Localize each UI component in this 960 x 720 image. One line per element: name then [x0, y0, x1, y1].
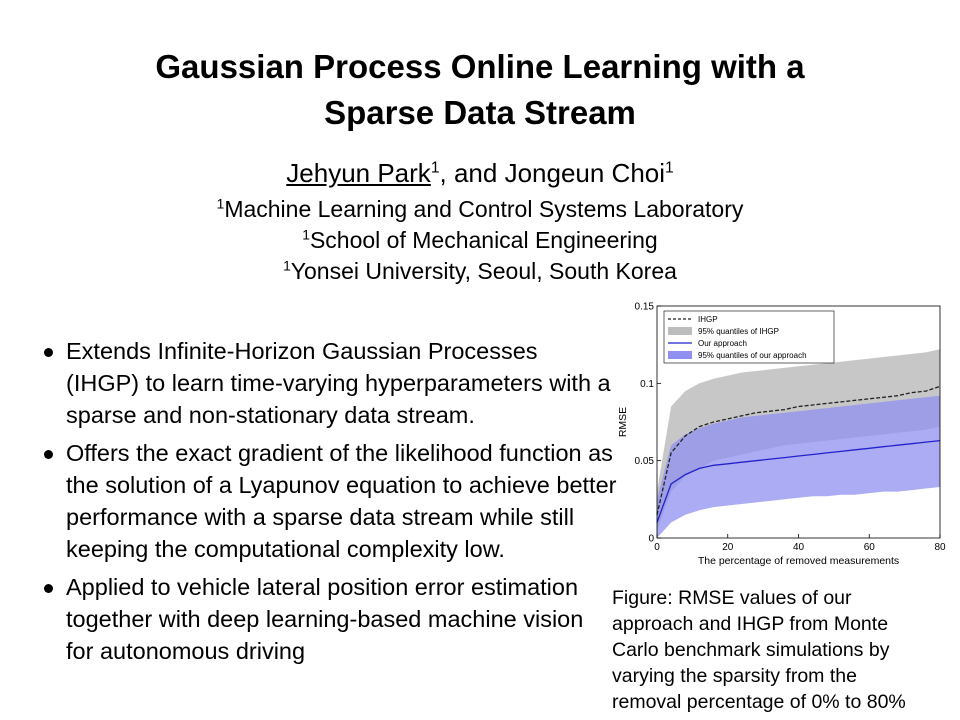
legend-label: 95% quantiles of IHGP [698, 327, 779, 336]
x-tick-label: 60 [864, 542, 876, 553]
legend-label: IHGP [698, 315, 718, 324]
bullet-item: Offers the exact gradient of the likelih… [42, 437, 617, 565]
caption-line: approach and IHGP from Monte [612, 613, 889, 635]
x-tick-label: 40 [793, 542, 805, 553]
affiliation-mark: 1 [216, 196, 225, 212]
our-approach-line [656, 439, 941, 523]
author-2-affil-mark: 1 [665, 159, 674, 177]
author-separator: , and [439, 158, 505, 188]
poster-title: Gaussian Process Online Learning with a … [0, 44, 960, 136]
caption-line: removal percentage of 0% to 80% [612, 691, 906, 713]
bullet-dot-icon [44, 584, 53, 593]
bullet-list: Extends Infinite-Horizon Gaussian Proces… [42, 335, 617, 673]
bullet-dot-icon [44, 450, 53, 459]
affiliation-text: School of Mechanical Engineering [309, 227, 658, 253]
y-tick-label: 0.15 [635, 302, 655, 313]
x-tick-label: 80 [934, 542, 946, 553]
bullet-item: Extends Infinite-Horizon Gaussian Proces… [42, 335, 617, 431]
author-1-name: Jehyun Park [286, 158, 431, 188]
y-axis-label: RMSE [617, 407, 629, 437]
affiliation-text: Machine Learning and Control Systems Lab… [224, 196, 744, 222]
y-tick-label: 0.05 [635, 456, 655, 467]
legend-swatch [668, 327, 692, 335]
affiliation-mark: 1 [302, 227, 310, 243]
y-tick-label: 0.1 [640, 379, 654, 390]
x-tick-label: 20 [722, 542, 734, 553]
x-axis-label: The percentage of removed measurements [698, 555, 899, 567]
caption-line: varying the sparsity from the [612, 665, 857, 687]
bullet-text: Applied to vehicle lateral position erro… [66, 574, 584, 664]
author-1-affil-mark: 1 [430, 159, 440, 177]
rmse-chart: 0 20 40 60 80 0 0.05 0.1 0.15 The percentage of r… [617, 302, 946, 568]
bullet-item: Applied to vehicle lateral position erro… [42, 571, 617, 667]
title-line-2: Sparse Data Stream [324, 94, 636, 131]
bullet-dot-icon [44, 348, 53, 357]
x-tick-label: 0 [654, 542, 660, 553]
legend-box [663, 310, 835, 364]
caption-line: Figure: RMSE values of our [612, 587, 852, 609]
legend-swatch [668, 351, 692, 359]
title-line-1: Gaussian Process Online Learning with a [155, 48, 805, 85]
affiliation-mark: 1 [283, 258, 291, 274]
author-line: Jehyun Park1, and Jongeun Choi1 [0, 157, 960, 189]
affiliation-line: 1Machine Learning and Control Systems La… [0, 194, 960, 225]
caption-line: Carlo benchmark simulations by [612, 639, 890, 661]
rmse-figure: 0 20 40 60 80 0 0.05 0.1 0.15 The percentage of r… [612, 296, 950, 572]
affiliations: 1Machine Learning and Control Systems La… [0, 194, 960, 287]
figure-caption: Figure: RMSE values of our approach and … [612, 585, 957, 715]
author-2-name: Jongeun Choi [504, 158, 666, 188]
affiliation-line: 1School of Mechanical Engineering [0, 225, 960, 256]
bullet-text: Extends Infinite-Horizon Gaussian Proces… [66, 338, 611, 428]
our-approach-quantile-band [657, 395, 940, 538]
affiliation-line: 1Yonsei University, Seoul, South Korea [0, 256, 960, 287]
bullet-text: Offers the exact gradient of the likelih… [66, 440, 617, 562]
legend-label: Our approach [698, 339, 747, 348]
y-tick-label: 0 [648, 534, 654, 545]
affiliation-text: Yonsei University, Seoul, South Korea [290, 258, 677, 284]
legend-label: 95% quantiles of our approach [698, 351, 807, 360]
